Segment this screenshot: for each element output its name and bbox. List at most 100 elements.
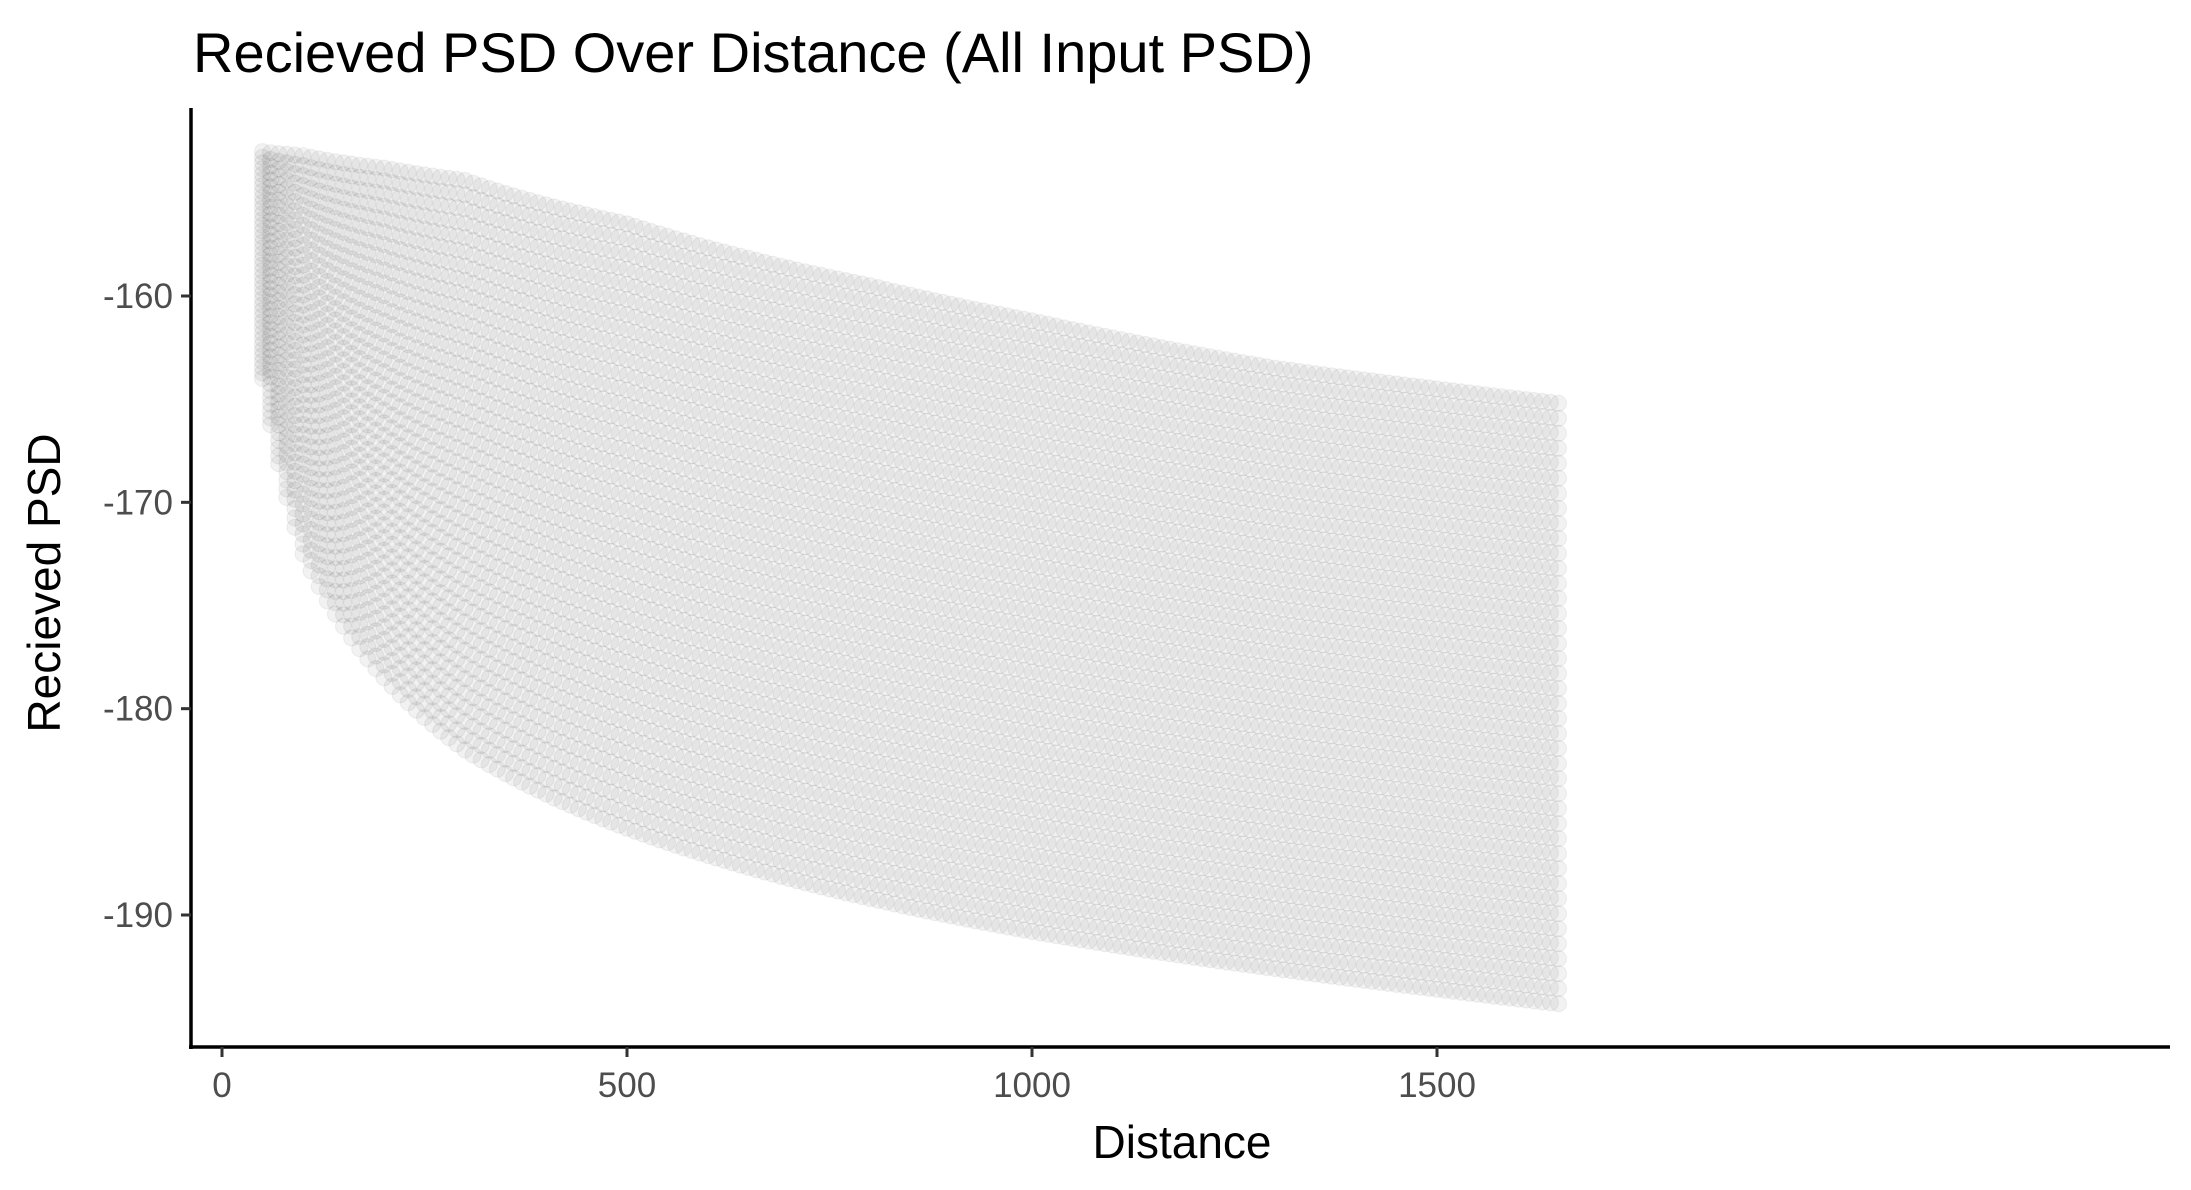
data-point [270, 269, 288, 287]
data-point [253, 347, 272, 365]
data-point [302, 262, 320, 280]
data-point [294, 445, 312, 463]
data-point [286, 146, 304, 164]
data-point [286, 453, 304, 471]
data-point [278, 188, 296, 206]
data-point [253, 199, 272, 217]
data-point [253, 194, 272, 212]
data-point [294, 415, 312, 434]
data-point [286, 239, 304, 257]
data-point [302, 469, 320, 487]
data-point [294, 256, 312, 274]
data-point [278, 325, 296, 344]
data-point [286, 314, 304, 332]
data-point [294, 286, 312, 304]
data-point [302, 293, 320, 311]
data-point [286, 462, 304, 480]
data-point [262, 388, 280, 407]
data-point [278, 420, 296, 438]
data-point [253, 228, 272, 246]
data-point [302, 510, 320, 528]
data-point [262, 307, 280, 325]
data-point [262, 300, 280, 318]
data-point [253, 177, 272, 195]
data-point [278, 283, 296, 301]
data-point [270, 300, 288, 318]
data-point [278, 317, 296, 335]
data-point [286, 397, 304, 415]
data-point [253, 279, 272, 297]
data-point [286, 220, 304, 239]
data-point [262, 198, 280, 216]
data-point [302, 241, 320, 259]
data-point [294, 167, 312, 185]
data-point [286, 388, 304, 406]
data-point [278, 446, 296, 464]
data-point [294, 306, 312, 324]
data-point [302, 314, 320, 332]
data-point [253, 154, 272, 172]
data-point [286, 332, 304, 350]
data-point [294, 316, 312, 334]
data-point [286, 434, 304, 453]
data-point [278, 480, 296, 498]
data-point [262, 286, 280, 305]
data-point [302, 551, 320, 570]
data-point [253, 369, 272, 388]
data-point [286, 518, 304, 536]
data-point [270, 261, 288, 279]
data-point [294, 525, 312, 543]
data-point [294, 236, 312, 254]
data-point [253, 233, 272, 251]
data-point [270, 214, 288, 232]
data-point [286, 230, 304, 248]
data-point [270, 222, 288, 240]
data-point [302, 159, 320, 177]
data-point [270, 191, 288, 209]
data-point [253, 160, 272, 178]
data-point [278, 265, 296, 283]
data-point [302, 490, 320, 508]
data-point [270, 245, 288, 263]
data-point [253, 222, 272, 240]
data-point [253, 358, 272, 376]
data-point [253, 313, 272, 331]
data-point [262, 184, 280, 203]
data-point [253, 188, 272, 206]
data-point [278, 385, 296, 404]
data-point [278, 162, 296, 181]
data-point [253, 250, 272, 268]
data-point [302, 417, 320, 435]
data-point [294, 435, 312, 453]
data-point [278, 454, 296, 472]
data-point [294, 266, 312, 284]
data-point [286, 211, 304, 229]
data-point [278, 171, 296, 189]
data-point [270, 385, 288, 403]
data-point [262, 225, 280, 243]
data-point [302, 396, 320, 415]
data-point [262, 348, 280, 366]
data-point [253, 256, 272, 274]
data-point [270, 362, 288, 380]
data-point [262, 341, 280, 359]
data-point [270, 284, 288, 302]
data-point [270, 253, 288, 271]
data-point [294, 386, 312, 404]
data-point [286, 416, 304, 434]
data-point [302, 272, 320, 291]
data-point [302, 231, 320, 249]
data-point [286, 509, 304, 527]
data-point [294, 246, 312, 264]
data-point [262, 246, 280, 264]
data-point [286, 425, 304, 443]
data-point [262, 382, 280, 400]
data-point [302, 407, 320, 425]
data-point [270, 400, 288, 418]
data-point [270, 276, 288, 294]
data-point [286, 379, 304, 397]
data-point [286, 155, 304, 173]
data-point [302, 355, 320, 373]
data-point [270, 307, 288, 325]
data-point [262, 212, 280, 230]
